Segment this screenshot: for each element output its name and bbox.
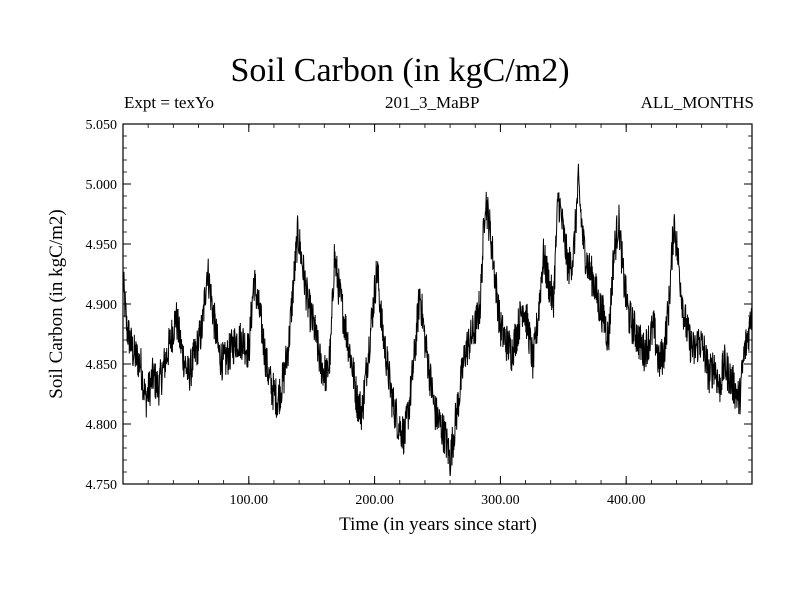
x-axis-label: Time (in years since start) — [339, 514, 537, 535]
y-tick-label: 4.800 — [86, 418, 118, 433]
period-label: 201_3_MaBP — [385, 93, 480, 112]
y-tick-label: 4.950 — [86, 238, 118, 253]
y-tick-label: 4.850 — [86, 358, 118, 373]
plot-area-frame — [122, 123, 753, 485]
chart-title: Soil Carbon (in kgC/m2) — [230, 52, 570, 89]
x-tick-label: 100.00 — [230, 493, 269, 508]
y-tick-label: 5.050 — [86, 118, 118, 133]
y-tick-label: 4.750 — [86, 478, 118, 493]
series-line — [123, 163, 752, 477]
axis-ticks: 4.750 4.800 4.850 4.900 4.950 5.000 5.050 100.0… — [86, 118, 753, 508]
x-tick-label: 300.00 — [481, 493, 520, 508]
series-layer — [123, 163, 752, 477]
y-tick-label: 4.900 — [86, 298, 118, 313]
months-label: ALL_MONTHS — [640, 93, 754, 112]
experiment-label: Expt = texYo — [124, 93, 215, 112]
x-tick-label: 200.00 — [355, 493, 394, 508]
y-axis-label: Soil Carbon (in kgC/m2) — [46, 209, 67, 398]
x-tick-label: 400.00 — [607, 493, 646, 508]
y-tick-label: 5.000 — [86, 178, 118, 193]
